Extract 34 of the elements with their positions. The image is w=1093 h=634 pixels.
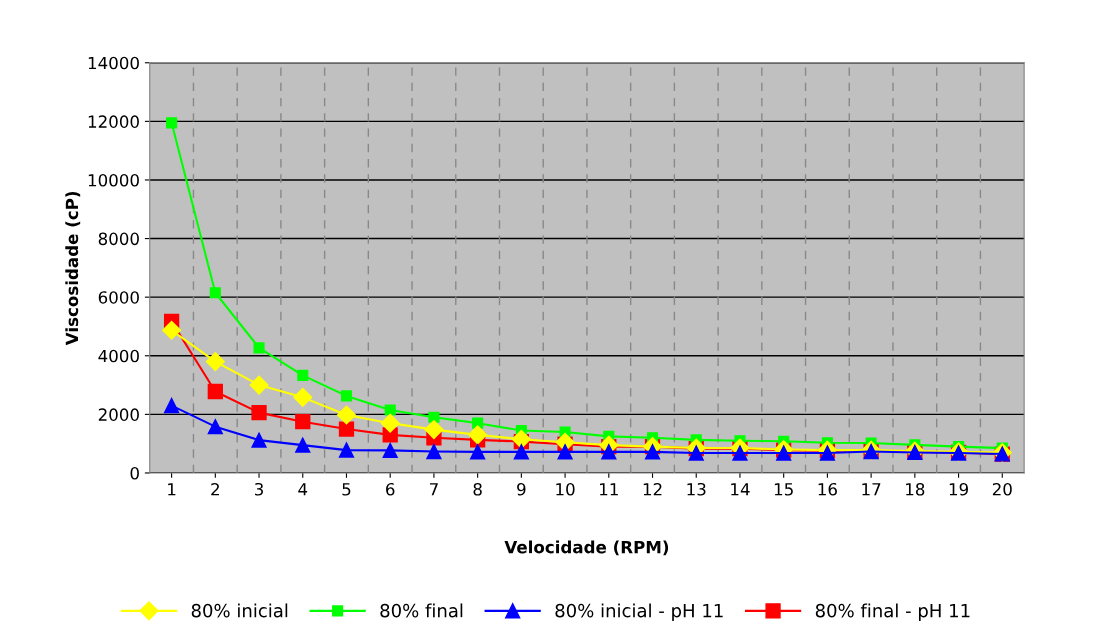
y-tick-label: 12000 [88,115,139,128]
y-tick-label: 6000 [98,291,139,304]
x-axis-title: Velocidade (RPM) [504,540,669,556]
x-tick-label: 1 [168,483,176,496]
x-tick-label: 8 [473,482,482,496]
y-tick-label: 14000 [88,56,139,70]
x-tick-label: 19 [949,482,968,496]
y-tick-label: 2000 [98,408,139,421]
x-tick-label: 13 [687,482,706,496]
x-tick-label: 12 [643,482,662,496]
x-tick-label: 4 [298,483,308,496]
x-tick-label: 2 [211,482,219,496]
x-tick-label: 5 [342,483,351,496]
x-tick-label: 16 [818,482,837,496]
y-tick-label: 8000 [98,232,139,246]
x-tick-label: 9 [517,482,526,496]
x-tick-label: 20 [992,482,1012,496]
x-tick-label: 6 [386,482,395,496]
legend-label: 80% inicial - pH 11 [555,603,723,621]
legend-label: 80% final [380,603,463,618]
y-tick-label: 10000 [88,173,139,187]
x-tick-label: 11 [600,483,618,496]
x-tick-label: 10 [556,482,575,496]
x-tick-label: 18 [906,482,925,496]
y-tick-label: 4000 [98,349,139,363]
y-tick-label: 0 [130,466,139,480]
legend-label: 80% inicial [191,603,288,618]
legend-label: 80% final - pH 11 [815,603,970,621]
x-tick-label: 17 [862,483,881,496]
y-axis-title: Viscosidade (cP) [65,191,81,346]
x-tick-label: 7 [429,483,438,496]
x-tick-label: 3 [255,482,264,496]
x-tick-label: 15 [774,483,793,496]
x-tick-label: 14 [731,483,750,496]
